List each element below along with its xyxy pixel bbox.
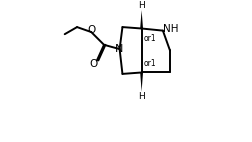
Text: or1: or1 <box>143 34 156 43</box>
Text: H: H <box>138 92 145 101</box>
Text: O: O <box>89 59 98 69</box>
Text: N: N <box>115 44 123 54</box>
Text: NH: NH <box>163 24 179 34</box>
Polygon shape <box>140 72 143 92</box>
Text: or1: or1 <box>143 59 156 68</box>
Text: H: H <box>138 1 145 10</box>
Polygon shape <box>140 10 143 29</box>
Text: O: O <box>87 25 95 35</box>
